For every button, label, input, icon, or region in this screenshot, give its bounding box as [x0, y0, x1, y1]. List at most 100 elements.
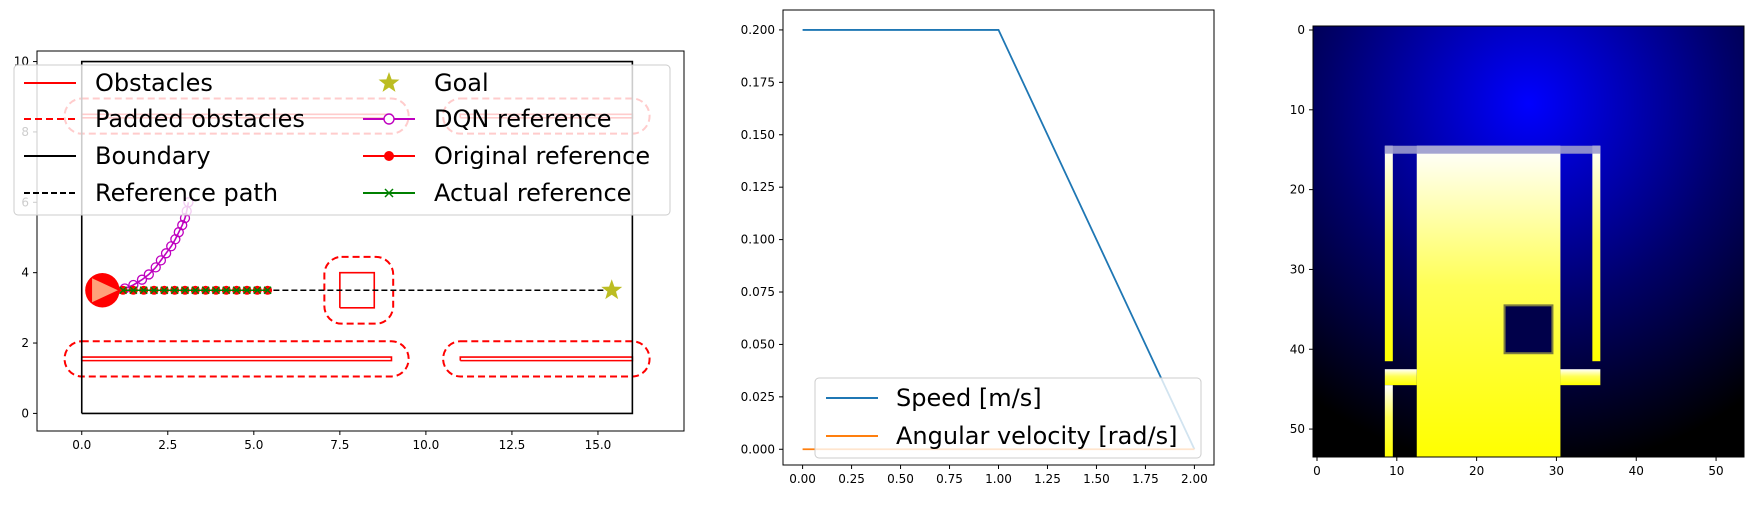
velocity-y-tick-label: 0.125: [741, 180, 775, 194]
robot-heading-arrow: [92, 278, 118, 303]
map-x-tick-label: 15.0: [585, 438, 612, 452]
heatmap-y-tick-label: 30: [1290, 262, 1305, 276]
velocity-y-tick-label: 0.100: [741, 233, 775, 247]
map-x-tick-label: 0.0: [72, 438, 91, 452]
velocity-y-tick-label: 0.200: [741, 23, 775, 37]
actual-reference-point: [211, 286, 220, 295]
map-x-tick-label: 10.0: [413, 438, 440, 452]
legend-label: Reference path: [95, 179, 278, 207]
dqn-reference-point: [155, 255, 167, 266]
velocity-x-tick-label: 0.50: [887, 472, 914, 486]
velocity-x-tick-label: 1.25: [1034, 472, 1061, 486]
heatmap-free-cell-3: [1384, 369, 1417, 386]
actual-reference-point: [253, 286, 262, 295]
legend-marker-dqn-reference: [383, 113, 395, 125]
map-y-tick-label: 0: [21, 406, 29, 420]
legend-label: DQN reference: [434, 105, 612, 133]
velocity-y-tick-label: 0.075: [741, 285, 775, 299]
actual-reference-point: [242, 286, 251, 295]
legend-label: Padded obstacles: [95, 105, 305, 133]
legend-marker-original-reference: [384, 151, 394, 161]
legend-label: Boundary: [95, 142, 211, 170]
obstacle-0: [80, 356, 393, 362]
velocity-x-tick-label: 2.00: [1181, 472, 1208, 486]
velocity-x-tick-label: 0.25: [838, 472, 865, 486]
velocity-x-tick-label: 0.75: [936, 472, 963, 486]
obstacle-4: [339, 271, 376, 309]
dqn-reference-point: [136, 274, 148, 285]
heatmap-x-tick-label: 0: [1313, 464, 1321, 478]
velocity-plot: 0.00 0.25 0.50 0.75 1.00 1.25 1.50 1.75 2.00 0.00…: [741, 9, 1215, 486]
actual-reference-point: [191, 286, 200, 295]
legend-label: Angular velocity [rad/s]: [896, 422, 1178, 450]
heatmap-free-cell-0: [1384, 145, 1393, 362]
heatmap-x-tick-label: 40: [1629, 464, 1644, 478]
velocity-x-tick-label: 1.75: [1132, 472, 1159, 486]
map-x-tick-label: 2.5: [158, 438, 177, 452]
actual-reference-point: [160, 286, 169, 295]
heatmap-y-tick-label: 0: [1297, 23, 1305, 37]
actual-reference-point: [129, 286, 138, 295]
velocity-y-tick-label: 0.050: [741, 337, 775, 351]
legend-label: Actual reference: [434, 179, 631, 207]
actual-reference-point: [119, 286, 128, 295]
map-plot: 0.02.55.07.510.012.515.00246810 Obstacle…: [13, 50, 685, 452]
map-legend: Obstacles Padded obstacles Boundary Referen…: [13, 64, 671, 216]
legend-label: Goal: [434, 69, 489, 97]
actual-reference-point: [263, 286, 272, 295]
legend-label: Speed [m/s]: [896, 384, 1042, 412]
heatmap-frame: [1312, 25, 1745, 458]
heatmap-y-tick-label: 10: [1290, 103, 1305, 117]
actual-reference-point: [232, 286, 241, 295]
heatmap-blocked-cell-0: [1503, 304, 1554, 355]
heatmap-y-tick-label: 40: [1290, 342, 1305, 356]
heatmap-y-tick-label: 20: [1290, 183, 1305, 197]
legend-box: [814, 377, 1202, 459]
legend-handle-goal: [378, 72, 400, 92]
heatmap-free-cell-4: [1560, 369, 1601, 386]
actual-reference-point: [180, 286, 189, 295]
map-axes-frame: [36, 50, 685, 432]
goal-star: [601, 279, 623, 300]
map-y-tick-label: 2: [21, 336, 29, 350]
padded-obstacle-1: [442, 340, 651, 378]
heatmap-edge-top: [1384, 145, 1601, 154]
padded-obstacle-0: [63, 340, 410, 378]
dqn-reference-point: [160, 248, 172, 259]
map-y-tick-label: 4: [21, 266, 29, 280]
dqn-reference-point: [150, 262, 161, 273]
dqn-reference-point: [177, 220, 188, 231]
heatmap-plot: 0 10 20 30 40 50 0 10 20 30 40 50: [1290, 23, 1745, 478]
velocity-x-tick-label: 1.50: [1083, 472, 1110, 486]
map-x-tick-label: 5.0: [244, 438, 263, 452]
actual-reference-point: [222, 286, 231, 295]
heatmap-x-tick-label: 30: [1549, 464, 1564, 478]
velocity-legend: Speed [m/s] Angular velocity [rad/s]: [814, 377, 1202, 459]
actual-reference-point: [201, 286, 210, 295]
legend-label: Obstacles: [95, 69, 213, 97]
heatmap-free-cell-1: [1416, 145, 1561, 457]
heatmap-y-tick-label: 50: [1290, 422, 1305, 436]
velocity-y-tick-label: 0.000: [741, 442, 775, 456]
heatmap-x-tick-label: 20: [1469, 464, 1484, 478]
legend-box: [13, 64, 671, 216]
legend-marker-actual-reference: [384, 188, 394, 198]
map-x-tick-label: 7.5: [330, 438, 349, 452]
heatmap-x-tick-label: 10: [1389, 464, 1404, 478]
map-x-tick-label: 12.5: [499, 438, 526, 452]
heatmap-free-cell-5: [1384, 385, 1393, 457]
actual-reference-point: [170, 286, 179, 295]
heatmap-free-cell-2: [1592, 145, 1601, 362]
velocity-y-tick-label: 0.150: [741, 128, 775, 142]
legend-label: Original reference: [434, 142, 650, 170]
actual-reference-point: [139, 286, 148, 295]
series-line-0: [802, 29, 1196, 450]
velocity-x-tick-label: 0.00: [789, 472, 816, 486]
heatmap-x-tick-label: 50: [1708, 464, 1723, 478]
actual-reference-point: [150, 286, 159, 295]
dqn-reference-point: [143, 269, 154, 280]
velocity-y-tick-label: 0.175: [741, 75, 775, 89]
velocity-y-tick-label: 0.025: [741, 390, 775, 404]
obstacle-1: [459, 356, 634, 362]
